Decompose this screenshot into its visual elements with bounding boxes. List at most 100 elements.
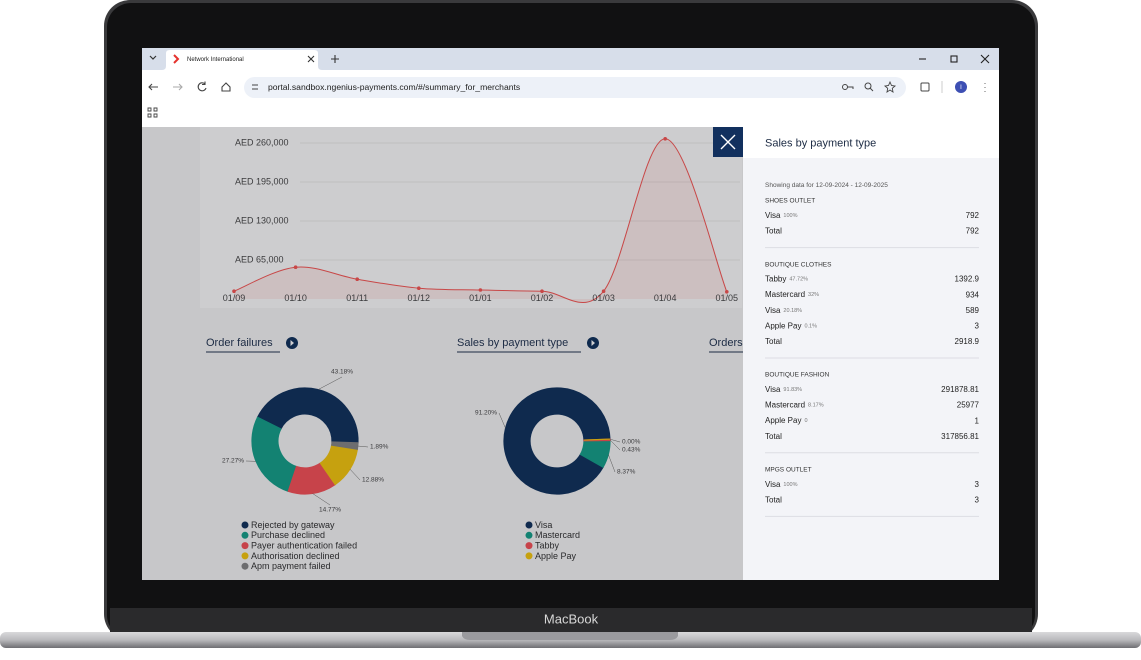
tab-favicon bbox=[173, 54, 180, 64]
x-tick-label: 01/05 bbox=[716, 293, 739, 303]
extensions-icon[interactable] bbox=[920, 82, 930, 92]
data-point bbox=[355, 277, 360, 282]
window-close[interactable] bbox=[980, 54, 990, 64]
y-tick-label: AED 195,000 bbox=[235, 176, 289, 186]
legend-label: Mastercard bbox=[535, 530, 580, 540]
legend-swatch bbox=[241, 531, 249, 539]
side-panel bbox=[743, 127, 999, 580]
site-info-icon[interactable] bbox=[252, 84, 258, 90]
merchant-name: BOUTIQUE CLOTHES bbox=[765, 261, 832, 268]
address-bar[interactable] bbox=[244, 77, 906, 98]
legend-label: Purchase declined bbox=[251, 530, 325, 540]
payment-amount: 25977 bbox=[957, 401, 980, 410]
payment-share: 47.72% bbox=[789, 277, 808, 283]
data-point bbox=[601, 289, 606, 294]
forward-button[interactable] bbox=[173, 83, 183, 91]
total-label: Total bbox=[765, 432, 782, 441]
back-button[interactable] bbox=[148, 83, 158, 91]
payment-amount: 291878.81 bbox=[941, 385, 979, 394]
donut-slice bbox=[287, 462, 337, 495]
legend-label: Authorisation declined bbox=[251, 551, 340, 561]
x-tick-label: 01/03 bbox=[592, 293, 615, 303]
legend-label: Rejected by gateway bbox=[251, 520, 335, 530]
section-title[interactable]: Sales by payment type bbox=[457, 337, 568, 349]
panel-title: Sales by payment type bbox=[765, 137, 876, 149]
data-label: 91.20% bbox=[475, 410, 497, 417]
legend-swatch bbox=[241, 552, 249, 560]
payment-method: Visa bbox=[765, 385, 781, 394]
tab-strip bbox=[142, 48, 999, 70]
payment-method: Apple Pay bbox=[765, 322, 801, 331]
legend-swatch bbox=[525, 521, 533, 529]
data-point bbox=[540, 289, 544, 294]
legend-label: Apm payment failed bbox=[251, 561, 331, 571]
x-tick-label: 01/12 bbox=[408, 293, 431, 303]
donut-slice bbox=[256, 387, 359, 444]
password-icon-key bbox=[847, 86, 854, 89]
payment-row: Tabby 47.72% bbox=[765, 275, 808, 284]
payment-row: Visa 20.18% bbox=[765, 306, 802, 315]
data-label: 14.77% bbox=[319, 507, 341, 514]
line-chart-card bbox=[200, 127, 742, 308]
profile-initial: I bbox=[960, 85, 962, 91]
reload-button[interactable] bbox=[197, 81, 207, 92]
payment-amount: 1 bbox=[975, 416, 980, 425]
data-point bbox=[293, 265, 298, 270]
legend-label: Visa bbox=[535, 520, 552, 530]
active-tab[interactable] bbox=[162, 50, 322, 70]
legend-swatch bbox=[525, 531, 533, 539]
payment-share: 91.83% bbox=[783, 387, 802, 393]
total-label: Total bbox=[765, 496, 782, 505]
new-tab[interactable] bbox=[331, 55, 339, 63]
payment-row: Mastercard 8.17% bbox=[765, 401, 824, 410]
x-tick-label: 01/01 bbox=[469, 293, 492, 303]
label-leader bbox=[349, 468, 361, 481]
tab-title[interactable]: Network International bbox=[187, 57, 244, 63]
donut-slice bbox=[579, 439, 611, 469]
payment-row: Visa 100% bbox=[765, 211, 798, 220]
x-tick-label: 01/10 bbox=[284, 293, 307, 303]
zoom-icon[interactable] bbox=[864, 82, 872, 90]
data-point bbox=[417, 286, 421, 291]
legend-label: Tabby bbox=[535, 540, 560, 550]
payment-method: Visa bbox=[765, 306, 781, 315]
data-label: 0.00% bbox=[622, 439, 641, 446]
legend-swatch bbox=[525, 552, 533, 560]
data-label: 12.88% bbox=[362, 477, 384, 484]
payment-row: Apple Pay 0 bbox=[765, 416, 808, 425]
payment-amount: 1392.9 bbox=[955, 275, 980, 284]
profile-avatar[interactable] bbox=[955, 81, 967, 93]
bookmark-star[interactable] bbox=[883, 80, 897, 93]
maximize[interactable] bbox=[950, 55, 958, 63]
section-title[interactable]: Order failures bbox=[206, 337, 273, 349]
y-tick-label: AED 130,000 bbox=[235, 215, 289, 225]
payment-share: 0 bbox=[804, 419, 807, 425]
total-amount: 792 bbox=[966, 227, 980, 236]
merchant-name: BOUTIQUE FASHION bbox=[765, 372, 830, 379]
info-arrow bbox=[290, 340, 294, 346]
payment-row: Visa 91.83% bbox=[765, 385, 802, 394]
panel-header bbox=[743, 127, 999, 158]
base-notch bbox=[462, 632, 678, 640]
donut-charts: 43.18% Rejected by gateway 27.27% Purchase … bbox=[222, 369, 641, 571]
label-leader bbox=[609, 439, 621, 451]
apps-icon[interactable] bbox=[147, 107, 158, 118]
data-point bbox=[725, 290, 729, 294]
home-button[interactable] bbox=[221, 82, 231, 92]
label-leader bbox=[317, 376, 343, 390]
section-title[interactable]: Orders bbox=[709, 337, 743, 349]
payment-method: Mastercard bbox=[765, 401, 805, 410]
payment-method: Visa bbox=[765, 211, 781, 220]
donut-slice bbox=[330, 441, 359, 450]
payment-row: Visa 100% bbox=[765, 480, 798, 489]
donut-slice bbox=[503, 387, 611, 495]
tab-menu-icon[interactable] bbox=[149, 55, 157, 60]
legend-swatch bbox=[241, 521, 249, 529]
label-leader bbox=[498, 412, 506, 429]
payment-share: 20.18% bbox=[783, 308, 802, 314]
tab-close[interactable] bbox=[307, 55, 315, 63]
x-tick-label: 01/04 bbox=[654, 293, 677, 303]
donut-slice bbox=[251, 416, 298, 493]
url-text[interactable]: portal.sandbox.ngenius-payments.com/#/su… bbox=[268, 82, 520, 92]
payment-share: 32% bbox=[808, 293, 819, 299]
